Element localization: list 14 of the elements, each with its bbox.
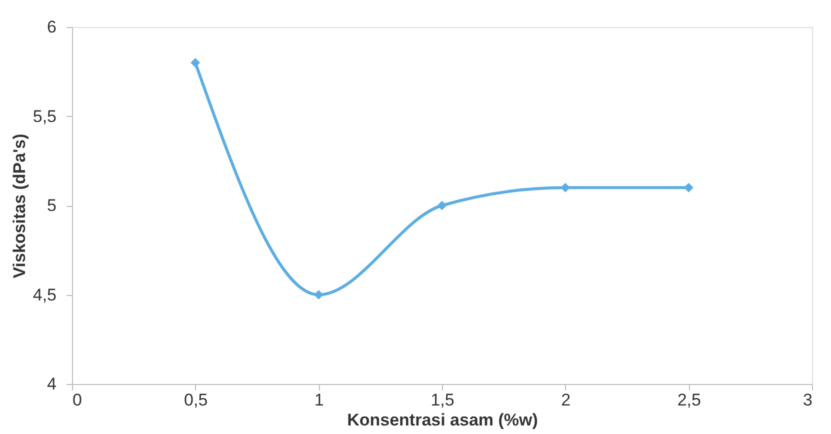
- y-tick-label: 5,5: [32, 106, 56, 126]
- y-tick-label: 6: [47, 18, 56, 36]
- y-tick-label: 4: [47, 374, 56, 394]
- x-tick-label: 3: [803, 390, 812, 410]
- x-tick-label: 2: [561, 390, 571, 410]
- x-tick-label: 1,5: [430, 390, 454, 410]
- x-tick-label: 2,5: [677, 390, 701, 410]
- x-tick-label: 0,5: [184, 390, 208, 410]
- x-tick-label: 0: [72, 390, 82, 410]
- y-tick-label: 4,5: [32, 285, 56, 304]
- x-tick-label: 1: [314, 390, 324, 410]
- y-tick-label: 5: [47, 196, 56, 215]
- y-axis-title: Viskositas (dPa's): [10, 134, 29, 278]
- x-axis-title: Konsentrasi asam (%w): [347, 410, 538, 430]
